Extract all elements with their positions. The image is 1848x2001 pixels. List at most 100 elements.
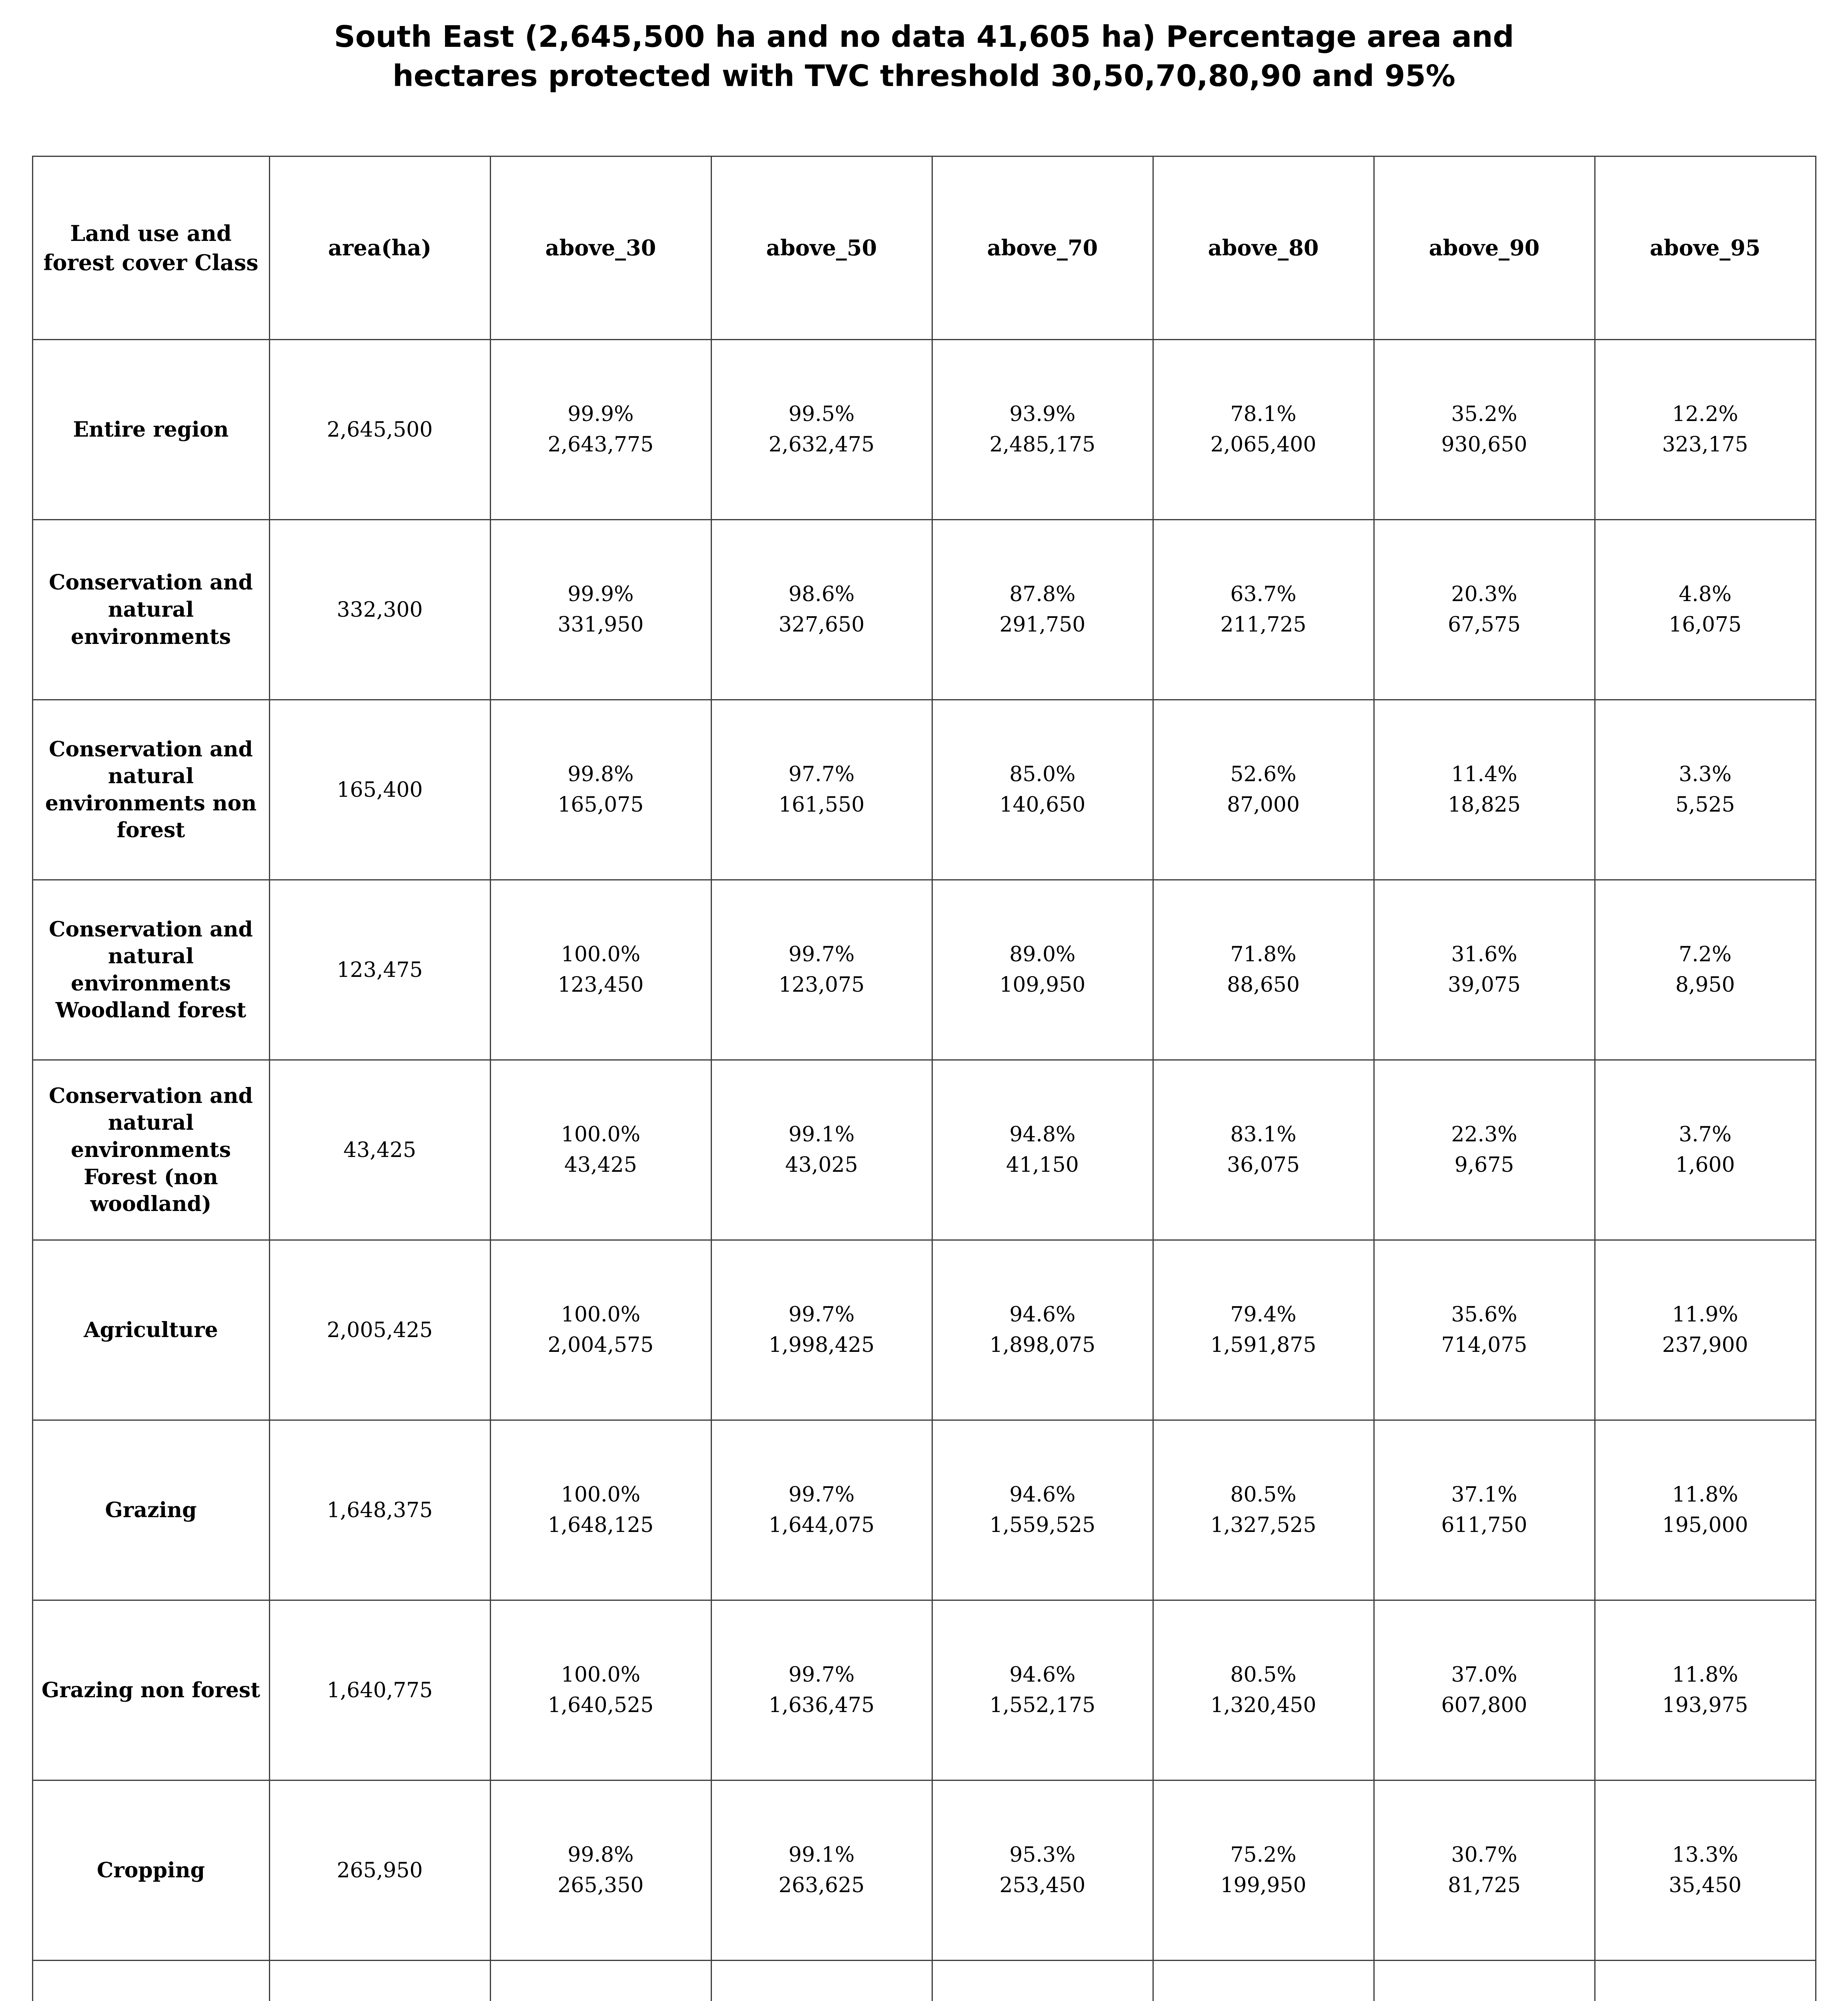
percent-value: 30.7% [1451, 1843, 1517, 1867]
row-label: Irrigation [32, 1960, 270, 2001]
hectares-value: 1,644,075 [768, 1513, 875, 1537]
hectares-value: 327,650 [778, 612, 865, 637]
percent-value: 63.7% [1230, 582, 1297, 607]
percent-value: 94.6% [1009, 1663, 1076, 1687]
value-cell: 7.2% 8,950 [1594, 879, 1816, 1061]
table-body: Entire region 2,645,500 99.9% 2,643,775 … [32, 339, 1816, 2001]
hectares-value: 2,643,775 [547, 432, 654, 457]
hectares-value: 193,975 [1662, 1693, 1748, 1717]
hectares-value: 199,950 [1220, 1873, 1307, 1897]
table-header: Land use and forest cover Class area(ha)… [32, 156, 1816, 341]
hectares-value: 88,650 [1227, 972, 1300, 997]
value-cell: 98.6% 327,650 [710, 519, 933, 701]
value-cell: 13.3% 35,450 [1594, 1780, 1816, 1961]
percent-value: 35.2% [1451, 402, 1517, 427]
value-cell: 99.7% 1,644,075 [710, 1420, 933, 1601]
percent-value: 80.5% [1230, 1663, 1297, 1687]
value-cell: 3.3% 5,525 [1594, 699, 1816, 881]
percent-value: 99.8% [567, 762, 634, 787]
header-area-ha: area(ha) [269, 156, 491, 341]
hectares-value: 43,425 [564, 1153, 637, 1177]
percent-value: 35.6% [1451, 1303, 1517, 1327]
percent-value: 100.0% [561, 1303, 641, 1327]
hectares-value: 2,065,400 [1210, 432, 1317, 457]
hectares-value: 36,075 [1227, 1153, 1300, 1177]
value-cell: 93.9% 2,485,175 [931, 339, 1154, 521]
percent-value: 75.2% [1230, 1843, 1297, 1867]
value-cell: 94.1% 84,300 [931, 1960, 1154, 2001]
hectares-value: 35,450 [1669, 1873, 1742, 1897]
area-cell: 332,300 [269, 519, 491, 701]
table-row: Conservation and natural environments Wo… [32, 879, 1816, 1061]
table-row: Conservation and natural environments no… [32, 699, 1816, 881]
value-cell: 12.2% 323,175 [1594, 339, 1816, 521]
value-cell: 80.5% 1,327,525 [1152, 1420, 1375, 1601]
percent-value: 83.1% [1230, 1123, 1297, 1147]
table-row: Grazing 1,648,375 100.0% 1,648,125 99.7%… [32, 1420, 1816, 1601]
value-cell: 99.9% 331,950 [489, 519, 712, 701]
hectares-value: 237,900 [1662, 1333, 1748, 1357]
value-cell: 100.0% 89,550 [489, 1960, 712, 2001]
hectares-value: 109,950 [999, 972, 1086, 997]
value-cell: 94.6% 1,559,525 [931, 1420, 1154, 1601]
percent-value: 94.6% [1009, 1303, 1076, 1327]
percent-value: 87.8% [1009, 582, 1076, 607]
hectares-value: 1,640,525 [547, 1693, 654, 1717]
hectares-value: 1,898,075 [989, 1333, 1096, 1357]
percent-value: 94.8% [1009, 1123, 1076, 1147]
percent-value: 99.7% [788, 1303, 855, 1327]
percent-value: 94.6% [1009, 1483, 1076, 1507]
value-cell: 63.7% 211,725 [1152, 519, 1375, 701]
table-row: Entire region 2,645,500 99.9% 2,643,775 … [32, 339, 1816, 521]
value-cell: 99.6% 89,175 [710, 1960, 933, 2001]
percent-value: 99.7% [788, 942, 855, 967]
hectares-value: 140,650 [999, 792, 1086, 817]
value-cell: 99.7% 123,075 [710, 879, 933, 1061]
hectares-value: 123,075 [778, 972, 865, 997]
value-cell: 37.1% 611,750 [1373, 1420, 1595, 1601]
percent-value: 31.6% [1451, 942, 1517, 967]
header-row: Land use and forest cover Class area(ha)… [32, 156, 1816, 341]
value-cell: 20.3% 67,575 [1373, 519, 1595, 701]
value-cell: 80.5% 1,320,450 [1152, 1600, 1375, 1781]
percent-value: 78.1% [1230, 402, 1297, 427]
percent-value: 99.1% [788, 1843, 855, 1867]
value-cell: 100.0% 2,004,575 [489, 1239, 712, 1421]
hectares-value: 323,175 [1662, 432, 1748, 457]
value-cell: 100.0% 43,425 [489, 1059, 712, 1241]
percent-value: 97.7% [788, 762, 855, 787]
value-cell: 95.3% 253,450 [931, 1780, 1154, 1961]
percent-value: 37.0% [1451, 1663, 1517, 1687]
value-cell: 35.6% 714,075 [1373, 1239, 1595, 1421]
value-cell: 11.4% 18,825 [1373, 699, 1595, 881]
row-label: Grazing [32, 1420, 270, 1601]
hectares-value: 8,950 [1675, 972, 1735, 997]
value-cell: 100.0% 123,450 [489, 879, 712, 1061]
hectares-value: 263,625 [778, 1873, 865, 1897]
hectares-value: 18,825 [1448, 792, 1521, 817]
percent-value: 85.0% [1009, 762, 1076, 787]
table-row: Conservation and natural environments 33… [32, 519, 1816, 701]
hectares-value: 1,552,175 [989, 1693, 1096, 1717]
value-cell: 99.7% 1,998,425 [710, 1239, 933, 1421]
percent-value: 13.3% [1672, 1843, 1738, 1867]
hectares-value: 67,575 [1448, 612, 1521, 637]
hectares-value: 1,600 [1675, 1153, 1735, 1177]
header-above-95: above_95 [1594, 156, 1816, 341]
value-cell: 8.3% 7,425 [1594, 1960, 1816, 2001]
hectares-value: 1,591,875 [1210, 1333, 1317, 1357]
value-cell: 99.8% 265,350 [489, 1780, 712, 1961]
value-cell: 22.3% 9,675 [1373, 1059, 1595, 1241]
percent-value: 11.8% [1672, 1483, 1738, 1507]
percent-value: 4.8% [1678, 582, 1732, 607]
percent-value: 99.7% [788, 1483, 855, 1507]
hectares-value: 211,725 [1220, 612, 1307, 637]
hectares-value: 2,485,175 [989, 432, 1096, 457]
value-cell: 22.9% 20,525 [1373, 1960, 1595, 2001]
percent-value: 12.2% [1672, 402, 1738, 427]
header-above-70: above_70 [931, 156, 1154, 341]
percent-value: 99.9% [567, 582, 634, 607]
hectares-value: 611,750 [1441, 1513, 1527, 1537]
header-above-30: above_30 [489, 156, 712, 341]
